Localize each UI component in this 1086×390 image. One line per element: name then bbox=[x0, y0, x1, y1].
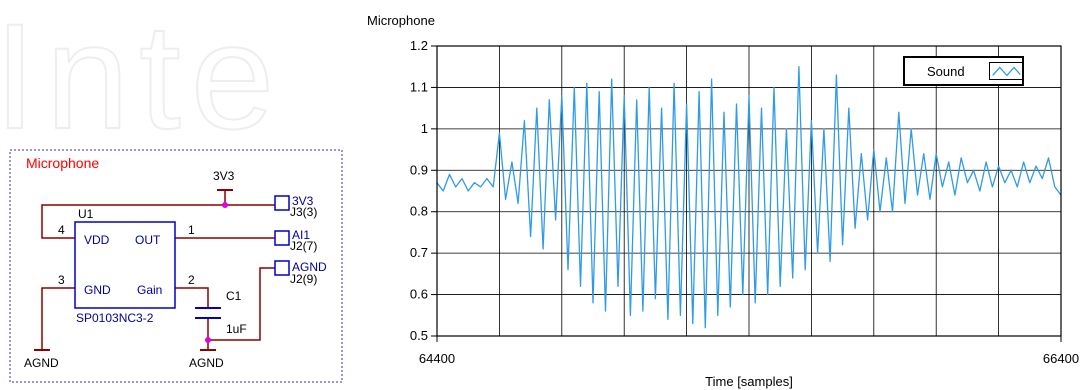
schematic-title: Microphone bbox=[26, 155, 99, 171]
pin-number: 3 bbox=[58, 273, 65, 287]
y-tick-label: 0.5 bbox=[410, 328, 428, 343]
y-tick-label: 0.8 bbox=[410, 204, 428, 219]
ic-body bbox=[74, 221, 176, 309]
wire-gnd bbox=[41, 287, 75, 350]
power-symbol: 3V3 bbox=[213, 169, 235, 191]
y-tick-label: 0.9 bbox=[410, 162, 428, 177]
pin-number: 4 bbox=[58, 223, 65, 237]
port-agnd: AGND J2(9) bbox=[274, 260, 327, 286]
port-name: 3V3 bbox=[292, 194, 314, 208]
chart-title: Microphone bbox=[367, 13, 435, 28]
junction-dot bbox=[222, 202, 228, 208]
pin-name: OUT bbox=[135, 233, 161, 247]
wire-agnd-port bbox=[207, 267, 275, 341]
ground-label: AGND bbox=[24, 356, 59, 370]
wire-vdd bbox=[41, 204, 275, 239]
pin-number: 1 bbox=[188, 223, 195, 237]
y-tick-label: 1.2 bbox=[410, 38, 428, 53]
port-ref: J2(9) bbox=[290, 272, 317, 286]
port-ai1: AI1 J2(7) bbox=[274, 228, 317, 253]
x-axis-ticks: 64400 66400 bbox=[419, 336, 1079, 366]
wire-gain bbox=[175, 287, 209, 308]
y-axis-ticks: 0.5 0.6 0.7 0.8 0.9 1 1.1 1.2 bbox=[410, 38, 437, 343]
y-tick-label: 0.7 bbox=[410, 245, 428, 260]
capacitor-c1: C1 1uF bbox=[195, 289, 247, 336]
pin-name: GND bbox=[84, 283, 111, 297]
port-name: AI1 bbox=[292, 228, 310, 242]
pin-number: 2 bbox=[188, 273, 195, 287]
capacitor-value: 1uF bbox=[226, 322, 247, 336]
ic-part: SP0103NC3-2 bbox=[76, 311, 154, 325]
pin-name: Gain bbox=[137, 283, 162, 297]
x-tick-label: 64400 bbox=[419, 351, 455, 366]
junction-dot bbox=[205, 337, 211, 343]
port-3v3: 3V3 J3(3) bbox=[274, 194, 317, 219]
ground-symbol: AGND bbox=[24, 349, 59, 370]
microphone-schematic: Microphone 3V3 U1 SP0103NC3-2 4 VDD 1 OU… bbox=[9, 149, 343, 383]
x-axis-label: Time [samples] bbox=[705, 374, 793, 389]
watermark-text: Inte bbox=[0, 0, 284, 160]
ic-ref: U1 bbox=[78, 207, 94, 221]
port-ref: J3(3) bbox=[290, 205, 317, 219]
chart-grid bbox=[437, 45, 1061, 337]
port-ref: J2(7) bbox=[290, 239, 317, 253]
pin-name: VDD bbox=[84, 233, 110, 247]
legend-swatch-icon bbox=[989, 62, 1023, 80]
y-tick-label: 1.1 bbox=[410, 79, 428, 94]
ic-u1: U1 SP0103NC3-2 4 VDD 1 OUT 3 GND 2 Gain bbox=[58, 207, 195, 325]
y-tick-label: 1 bbox=[421, 121, 428, 136]
port-name: AGND bbox=[292, 260, 327, 274]
wires bbox=[41, 190, 275, 350]
ground-symbol: AGND bbox=[189, 349, 224, 370]
power-label: 3V3 bbox=[213, 169, 235, 183]
series-line-sound bbox=[436, 66, 1062, 329]
y-tick-label: 0.6 bbox=[410, 287, 428, 302]
chart-legend: Sound bbox=[903, 56, 1024, 86]
legend-label: Sound bbox=[927, 64, 965, 79]
capacitor-ref: C1 bbox=[226, 289, 242, 303]
ground-label: AGND bbox=[189, 356, 224, 370]
chart-series bbox=[436, 66, 1062, 329]
plot-frame bbox=[436, 45, 1062, 337]
x-tick-label: 66400 bbox=[1043, 351, 1079, 366]
schematic-frame bbox=[9, 149, 343, 383]
